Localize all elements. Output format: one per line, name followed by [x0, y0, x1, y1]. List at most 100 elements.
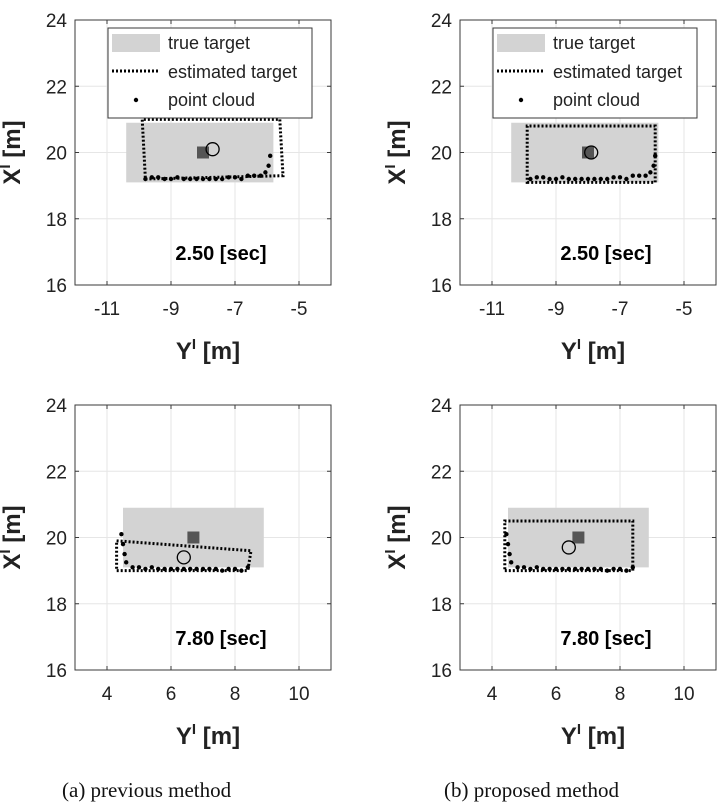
chart-panel-1: -11 -9 -7 -5 16 18 20 22 24 2.50 [sec] YI [m] XI [m…	[0, 11, 332, 365]
estimated-center-marker	[176, 550, 191, 565]
point-cloud-point	[592, 176, 597, 182]
legend-swatch-point-cloud	[133, 97, 139, 103]
x-tick-label: -11	[94, 299, 120, 320]
y-tick-label: 20	[431, 144, 452, 165]
x-tick-label: 8	[230, 684, 241, 705]
y-tick-label: 24	[431, 396, 453, 417]
time-label: 7.80 [sec]	[175, 628, 266, 650]
chart-panel-3: 4 6 8 10 16 18 20 22 24 7.80 [sec] YI [m] XI [m]	[0, 396, 332, 750]
y-tick-label: 22	[431, 77, 452, 98]
point-cloud-point	[648, 170, 653, 175]
estimated-center-marker	[205, 142, 220, 157]
point-cloud-point	[624, 176, 629, 182]
x-tick-label: 6	[166, 684, 177, 705]
x-tick-label: -7	[612, 299, 629, 320]
legend-label-estimated-target: estimated target	[553, 62, 682, 82]
legend-swatch-true-target	[497, 34, 545, 52]
point-cloud-point	[515, 565, 520, 570]
time-label: 2.50 [sec]	[175, 243, 266, 265]
y-tick-label: 22	[431, 462, 452, 483]
point-cloud-point	[553, 176, 559, 182]
estimated-target-box	[525, 124, 657, 184]
x-tick-label: 6	[551, 684, 562, 705]
y-axis-label: XI [m]	[382, 120, 411, 184]
y-tick-label: 16	[431, 661, 452, 682]
point-cloud-point	[598, 176, 603, 182]
x-tick-label: 4	[487, 684, 498, 705]
point-cloud-point	[605, 176, 610, 182]
y-tick-label: 18	[431, 210, 452, 231]
y-tick-label: 22	[46, 462, 67, 483]
legend-label-estimated-target: estimated target	[168, 62, 297, 82]
estimated-target-box	[503, 519, 635, 573]
y-tick-label: 24	[46, 11, 68, 32]
x-tick-label: -9	[163, 299, 180, 320]
y-tick-label: 18	[46, 595, 67, 616]
x-tick-label: -7	[227, 299, 244, 320]
point-cloud-point	[637, 173, 642, 178]
y-axis-label: XI [m]	[382, 505, 411, 569]
estimated-center-marker	[584, 145, 599, 160]
chart-panel-4: 4 6 8 10 16 18 20 22 24 7.80 [sec] YI [m] XI [m]	[382, 396, 717, 750]
x-axis-label: YI [m]	[561, 336, 625, 365]
y-tick-label: 22	[46, 77, 67, 98]
point-cloud-point	[120, 541, 126, 547]
x-tick-label: 4	[102, 684, 113, 705]
y-tick-label: 16	[46, 661, 67, 682]
point-cloud-point	[560, 175, 565, 180]
point-cloud-point	[130, 565, 135, 570]
point-cloud-point	[534, 565, 539, 570]
x-tick-label: -9	[548, 299, 565, 320]
point-cloud-point	[643, 173, 648, 178]
x-tick-label: -5	[291, 299, 308, 320]
point-cloud-point	[136, 565, 142, 570]
point-cloud-point	[541, 175, 546, 180]
legend: true target estimated target point cloud	[492, 27, 698, 119]
point-cloud-point	[119, 531, 124, 537]
true-center-marker	[572, 531, 585, 544]
point-cloud-point	[617, 175, 623, 180]
x-tick-label: -11	[479, 299, 505, 320]
y-tick-label: 24	[431, 11, 453, 32]
legend-label-point-cloud: point cloud	[553, 90, 640, 110]
x-tick-label: 10	[288, 684, 309, 705]
point-cloud-point	[585, 176, 591, 182]
y-tick-label: 16	[46, 276, 67, 297]
time-label: 7.80 [sec]	[560, 628, 651, 650]
legend-label-point-cloud: point cloud	[168, 90, 255, 110]
legend-label-true-target: true target	[553, 33, 635, 53]
x-tick-label: -5	[676, 299, 693, 320]
y-tick-label: 16	[431, 276, 452, 297]
point-cloud-point	[268, 153, 273, 159]
x-axis-label: YI [m]	[176, 336, 240, 365]
y-tick-label: 18	[431, 595, 452, 616]
y-tick-label: 20	[46, 529, 67, 550]
y-axis-label: XI [m]	[0, 120, 26, 184]
point-cloud-point	[630, 173, 635, 178]
legend-swatch-point-cloud	[518, 97, 524, 103]
y-tick-label: 20	[46, 144, 67, 165]
y-axis-label: XI [m]	[0, 505, 26, 569]
point-cloud-point	[122, 551, 127, 557]
point-cloud-point	[547, 176, 552, 182]
point-cloud-point	[573, 176, 578, 182]
point-cloud-point	[534, 175, 539, 180]
chart-panel-2: -11 -9 -7 -5 16 18 20 22 24 2.50 [sec] YI [m] XI [m…	[382, 11, 717, 365]
point-cloud-point	[124, 560, 129, 565]
point-cloud-point	[505, 541, 511, 547]
point-cloud-point	[266, 163, 271, 168]
point-cloud-point	[507, 551, 512, 557]
point-cloud-point	[611, 175, 616, 180]
time-label: 2.50 [sec]	[560, 243, 651, 265]
point-cloud-point	[509, 560, 514, 565]
point-cloud-point	[566, 176, 571, 182]
true-center-marker	[582, 146, 594, 159]
estimated-target-box	[115, 539, 253, 573]
legend-swatch-true-target	[112, 34, 160, 52]
true-center-marker	[187, 531, 200, 544]
point-cloud-point	[521, 565, 527, 570]
point-cloud-point	[263, 170, 268, 175]
point-cloud-point	[579, 176, 584, 182]
point-cloud-point	[528, 176, 533, 182]
x-tick-label: 10	[673, 684, 694, 705]
